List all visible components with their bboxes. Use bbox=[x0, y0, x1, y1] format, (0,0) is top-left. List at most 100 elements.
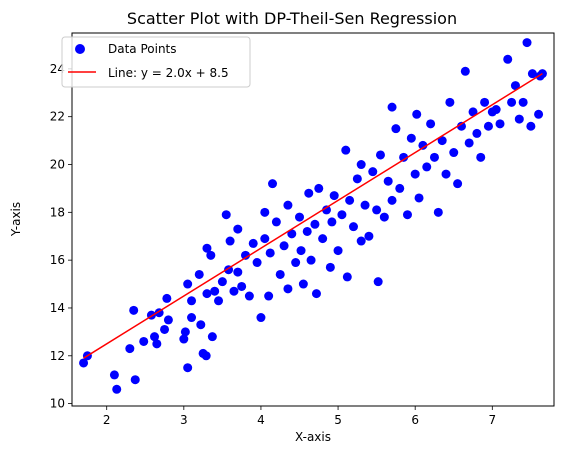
data-point bbox=[202, 243, 212, 253]
legend-box bbox=[61, 36, 251, 88]
data-point bbox=[426, 119, 436, 129]
plot-area bbox=[79, 38, 547, 394]
data-point bbox=[534, 109, 544, 119]
data-point bbox=[527, 69, 537, 79]
data-point bbox=[268, 179, 278, 189]
data-point bbox=[244, 291, 254, 301]
data-point bbox=[422, 162, 432, 172]
data-point bbox=[196, 320, 206, 330]
data-point bbox=[202, 289, 212, 299]
data-point bbox=[260, 207, 270, 217]
data-point bbox=[345, 195, 355, 205]
data-point bbox=[183, 279, 193, 289]
data-point bbox=[321, 205, 331, 215]
data-point bbox=[260, 234, 270, 244]
data-point bbox=[163, 315, 173, 325]
data-point bbox=[337, 210, 347, 220]
data-point bbox=[214, 296, 224, 306]
x-tick-label: 5 bbox=[334, 413, 342, 427]
data-point bbox=[410, 169, 420, 179]
data-point bbox=[437, 136, 447, 146]
data-point bbox=[304, 188, 314, 198]
data-point bbox=[352, 174, 362, 184]
data-point bbox=[387, 102, 397, 112]
x-axis: 2 3 4 5 6 7 bbox=[103, 406, 496, 427]
data-point bbox=[368, 167, 378, 177]
data-point bbox=[295, 212, 305, 222]
data-point bbox=[476, 152, 486, 162]
y-axis-label: Y-axis bbox=[9, 202, 23, 237]
data-point bbox=[296, 246, 306, 256]
data-point bbox=[507, 97, 517, 107]
data-point bbox=[445, 97, 455, 107]
data-point bbox=[125, 344, 135, 354]
data-point bbox=[252, 258, 262, 268]
data-point bbox=[237, 281, 247, 291]
x-tick-label: 3 bbox=[180, 413, 188, 427]
data-point bbox=[460, 66, 470, 76]
data-point bbox=[248, 238, 258, 248]
data-point bbox=[79, 358, 89, 368]
data-point bbox=[468, 107, 478, 117]
data-point bbox=[453, 179, 463, 189]
data-point bbox=[449, 148, 459, 158]
data-point bbox=[348, 222, 358, 232]
data-point bbox=[399, 152, 409, 162]
data-point bbox=[112, 384, 122, 394]
data-point bbox=[180, 327, 190, 337]
data-point bbox=[456, 121, 466, 131]
data-point bbox=[283, 200, 293, 210]
data-point bbox=[233, 267, 243, 277]
data-point bbox=[150, 332, 160, 342]
data-point bbox=[283, 284, 293, 294]
data-point bbox=[275, 269, 285, 279]
x-tick-label: 4 bbox=[257, 413, 265, 427]
data-point bbox=[329, 191, 339, 201]
data-point bbox=[360, 200, 370, 210]
data-point bbox=[472, 128, 482, 138]
data-point bbox=[311, 289, 321, 299]
data-point bbox=[341, 145, 351, 155]
data-point bbox=[225, 236, 235, 246]
data-point bbox=[194, 269, 204, 279]
data-point bbox=[139, 336, 149, 346]
data-point bbox=[391, 124, 401, 134]
data-point bbox=[314, 183, 324, 193]
data-point bbox=[342, 272, 352, 282]
data-point bbox=[264, 291, 274, 301]
data-point bbox=[325, 262, 335, 272]
data-point bbox=[395, 183, 405, 193]
data-point bbox=[160, 324, 170, 334]
data-point bbox=[379, 212, 389, 222]
data-point bbox=[483, 121, 493, 131]
data-point bbox=[491, 105, 501, 115]
y-tick-label: 12 bbox=[50, 349, 65, 363]
data-point bbox=[414, 193, 424, 203]
data-point bbox=[271, 217, 281, 227]
data-point bbox=[302, 226, 312, 236]
data-point bbox=[229, 286, 239, 296]
x-axis-label: X-axis bbox=[295, 430, 331, 444]
data-point bbox=[287, 229, 297, 239]
data-point bbox=[310, 219, 320, 229]
data-point bbox=[373, 277, 383, 287]
y-tick-label: 10 bbox=[50, 397, 65, 411]
data-point bbox=[210, 286, 220, 296]
legend-marker-data-points bbox=[75, 44, 85, 54]
data-point bbox=[207, 332, 217, 342]
data-point bbox=[522, 38, 532, 48]
data-point bbox=[387, 195, 397, 205]
data-point bbox=[535, 71, 545, 81]
data-point bbox=[187, 296, 197, 306]
data-point bbox=[406, 133, 416, 143]
x-tick-label: 7 bbox=[488, 413, 496, 427]
legend: Data Points Line: y = 2.0x + 8.5 bbox=[61, 36, 251, 88]
data-point bbox=[510, 81, 520, 91]
data-point bbox=[418, 140, 428, 150]
legend-label-data-points: Data Points bbox=[108, 42, 177, 56]
chart-title: Scatter Plot with DP-Theil-Sen Regressio… bbox=[127, 9, 457, 28]
data-point bbox=[241, 250, 251, 260]
data-point bbox=[495, 119, 505, 129]
data-point bbox=[333, 246, 343, 256]
data-point bbox=[518, 97, 528, 107]
